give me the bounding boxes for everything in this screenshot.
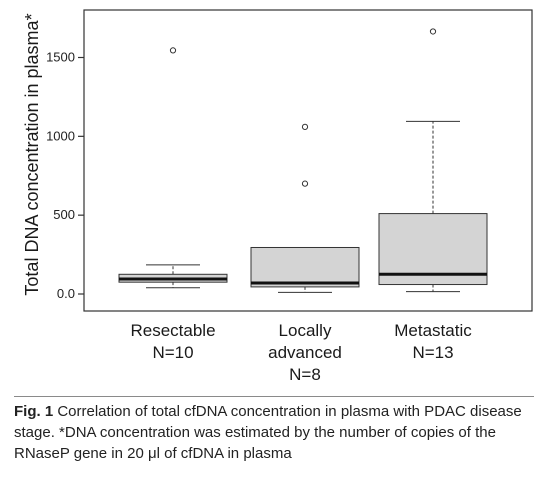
box-iqr <box>250 246 360 288</box>
caption-label: Fig. 1 <box>14 403 54 420</box>
outlier-point <box>301 180 309 187</box>
x-category-label: Metastatic <box>394 321 472 340</box>
outlier-point <box>169 47 177 54</box>
y-axis-label: Total DNA concentration in plasma* <box>22 13 42 295</box>
x-category-label: Locally <box>279 321 332 340</box>
x-category-label: advanced <box>268 343 342 362</box>
y-tick-label: 1500 <box>46 50 75 65</box>
x-category-label: N=8 <box>289 365 321 384</box>
x-category-label: N=10 <box>152 343 193 362</box>
outlier-point <box>301 123 309 130</box>
x-category-label: N=13 <box>412 343 453 362</box>
y-tick-label: 0.0 <box>57 286 75 301</box>
box-plot-chart: 0.0 500 1000 1500 Total DNA concentration in… <box>22 9 533 384</box>
caption-text: Correlation of total cfDNA concentration… <box>14 403 522 462</box>
y-tick-label: 500 <box>53 207 75 222</box>
outlier-point <box>429 28 437 35</box>
figure-caption: Fig. 1 Correlation of total cfDNA concen… <box>14 396 534 464</box>
box-iqr <box>378 213 488 286</box>
plot-frame <box>83 9 533 312</box>
y-tick-label: 1000 <box>46 128 75 143</box>
x-category-label: Resectable <box>130 321 215 340</box>
